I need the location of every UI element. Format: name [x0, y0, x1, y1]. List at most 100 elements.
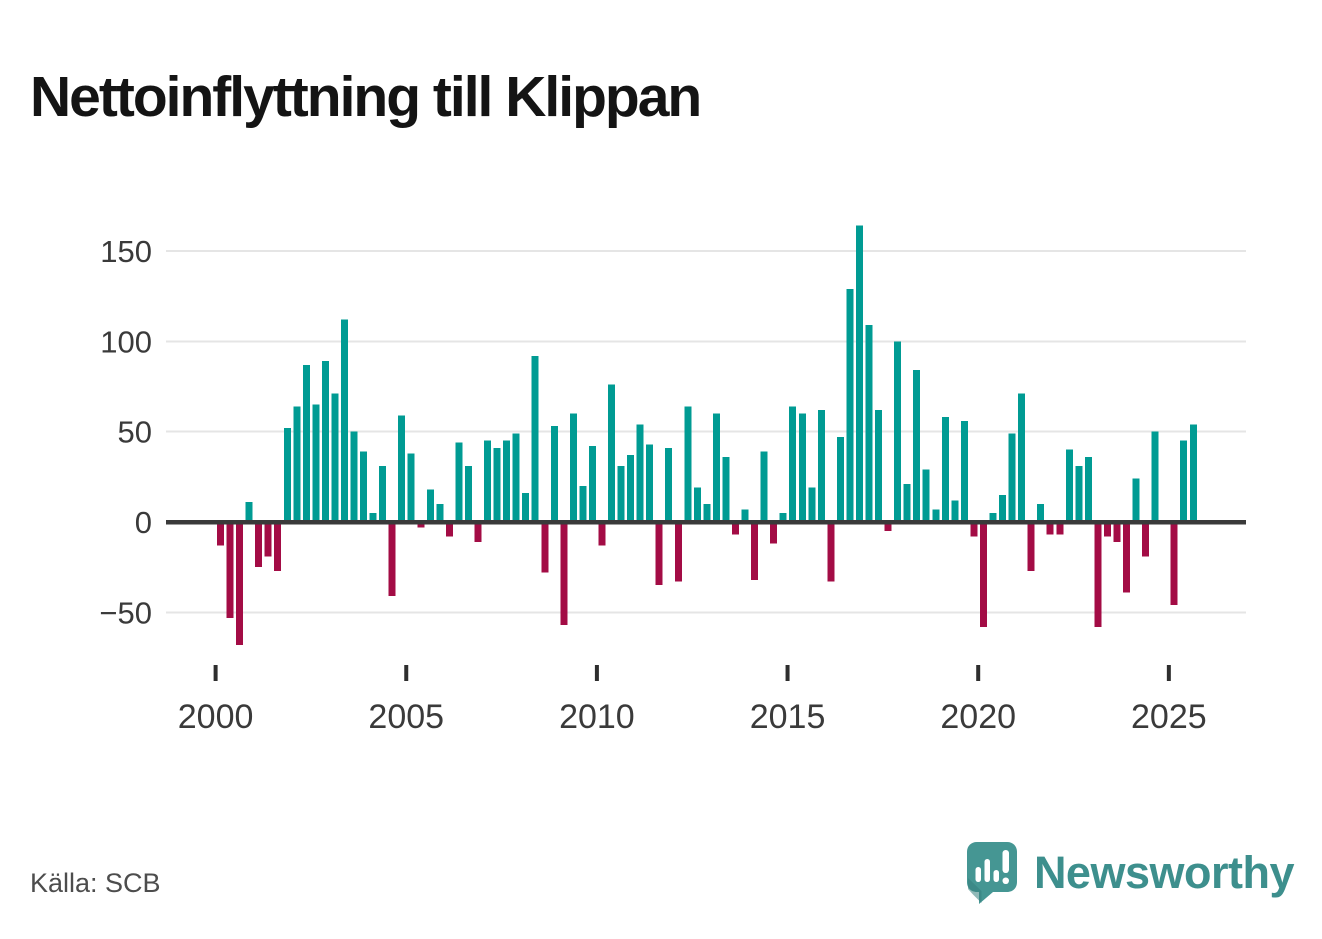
- bar-2001-Q2: [264, 522, 272, 557]
- bar-2004-Q3: [388, 522, 396, 597]
- bar-2016-Q4: [855, 225, 863, 522]
- bar-2012-Q4: [703, 503, 711, 522]
- bar-2015-Q1: [789, 406, 797, 522]
- bar-2005-Q1: [407, 453, 415, 522]
- bar-2021-Q2: [1027, 522, 1035, 571]
- bar-2003-Q3: [350, 431, 358, 522]
- bar-2019-Q1: [941, 417, 949, 522]
- logo-bar-2: [984, 859, 990, 882]
- bar-2019-Q4: [970, 522, 978, 537]
- bar-2007-Q4: [512, 433, 520, 522]
- bar-2023-Q1: [1094, 522, 1102, 627]
- bar-2018-Q1: [903, 484, 911, 522]
- x-tick-label-2015: 2015: [750, 698, 826, 736]
- bar-2024-Q1: [1132, 478, 1140, 522]
- y-tick-label-100: 100: [100, 324, 152, 359]
- logo-bubble-shade: [967, 878, 982, 903]
- bar-2015-Q2: [798, 413, 806, 522]
- bar-2015-Q4: [817, 409, 825, 522]
- bar-2010-Q3: [617, 465, 625, 522]
- bar-2005-Q4: [436, 503, 444, 522]
- bar-2025-Q3: [1189, 424, 1197, 522]
- bar-2000-Q3: [236, 522, 244, 645]
- source-note: Källa: SCB: [30, 868, 161, 898]
- bar-2019-Q2: [951, 500, 959, 522]
- bar-2007-Q3: [503, 440, 511, 522]
- bar-2018-Q3: [922, 469, 930, 522]
- bar-2013-Q1: [712, 413, 720, 522]
- y-tick-label-50: 50: [118, 415, 152, 450]
- logo-exclamation-dot: [1002, 877, 1009, 884]
- bar-2012-Q1: [674, 522, 682, 582]
- bar-2020-Q1: [979, 522, 987, 627]
- logo-bar-1: [975, 867, 981, 882]
- x-tick-label-2010: 2010: [559, 698, 635, 736]
- bar-2001-Q1: [255, 522, 263, 568]
- bar-2000-Q4: [245, 502, 253, 522]
- bar-2007-Q2: [493, 447, 501, 522]
- bar-2015-Q3: [808, 487, 816, 522]
- bar-2010-Q1: [598, 522, 606, 546]
- bar-2013-Q4: [741, 509, 749, 522]
- x-tick-label-2005: 2005: [368, 698, 444, 736]
- bar-2012-Q2: [684, 406, 692, 522]
- bar-2009-Q4: [588, 446, 596, 522]
- bar-2011-Q4: [665, 447, 673, 522]
- bar-2017-Q3: [884, 522, 892, 532]
- bar-2020-Q4: [1008, 433, 1016, 522]
- bar-2004-Q4: [398, 415, 406, 522]
- bar-2016-Q2: [836, 437, 844, 522]
- bar-2008-Q3: [541, 522, 549, 573]
- bar-2011-Q3: [655, 522, 663, 586]
- bar-2017-Q4: [894, 341, 902, 522]
- bar-2009-Q1: [560, 522, 568, 625]
- chart-title: Nettoinflyttning till Klippan: [30, 65, 702, 130]
- bar-2006-Q1: [445, 522, 453, 537]
- bar-2016-Q1: [827, 522, 835, 582]
- brand-name: Newsworthy: [1033, 847, 1295, 898]
- bar-2011-Q2: [646, 444, 654, 522]
- bar-2000-Q1: [217, 522, 224, 546]
- bar-2022-Q2: [1065, 449, 1073, 522]
- bar-2013-Q3: [732, 522, 739, 535]
- bar-2020-Q2: [989, 512, 997, 523]
- bar-2006-Q4: [474, 522, 482, 542]
- bar-2020-Q3: [999, 494, 1007, 522]
- bar-2022-Q4: [1084, 456, 1092, 522]
- bar-2022-Q3: [1075, 465, 1083, 522]
- logo-bar-chart-glyph: [975, 850, 1009, 884]
- bar-2012-Q3: [693, 487, 701, 522]
- y-tick-label--50: −50: [99, 595, 152, 630]
- bar-2009-Q3: [579, 485, 587, 522]
- bar-2003-Q4: [360, 451, 368, 522]
- bar-2003-Q2: [340, 319, 348, 522]
- bar-2018-Q4: [932, 509, 940, 522]
- bar-2024-Q2: [1142, 522, 1150, 557]
- bar-2008-Q1: [522, 493, 530, 522]
- bar-2006-Q2: [455, 442, 463, 522]
- bar-2018-Q2: [913, 370, 921, 522]
- x-tick-label-2025: 2025: [1131, 698, 1207, 736]
- bar-2022-Q1: [1056, 522, 1064, 535]
- bar-2021-Q4: [1046, 522, 1054, 535]
- bar-2017-Q2: [875, 409, 883, 522]
- bar-2003-Q1: [331, 393, 339, 522]
- bar-2005-Q3: [426, 489, 434, 522]
- y-tick-label-0: 0: [135, 505, 152, 540]
- bar-2002-Q4: [321, 361, 329, 522]
- bar-2002-Q2: [302, 364, 310, 522]
- bar-2025-Q1: [1170, 522, 1178, 606]
- bar-2010-Q2: [608, 384, 616, 522]
- newsworthy-logo-icon: [966, 842, 1017, 904]
- bar-2025-Q2: [1180, 440, 1188, 522]
- bar-2023-Q2: [1103, 522, 1111, 537]
- brand-lockup: Newsworthy: [965, 840, 1295, 906]
- bar-2004-Q1: [369, 512, 377, 523]
- x-tick-label-2000: 2000: [178, 698, 254, 736]
- x-tick-label-2020: 2020: [940, 698, 1016, 736]
- bar-2002-Q1: [293, 406, 301, 522]
- bar-2023-Q3: [1113, 522, 1121, 542]
- bar-2007-Q1: [484, 440, 492, 522]
- logo-exclamation-bar: [1002, 850, 1009, 873]
